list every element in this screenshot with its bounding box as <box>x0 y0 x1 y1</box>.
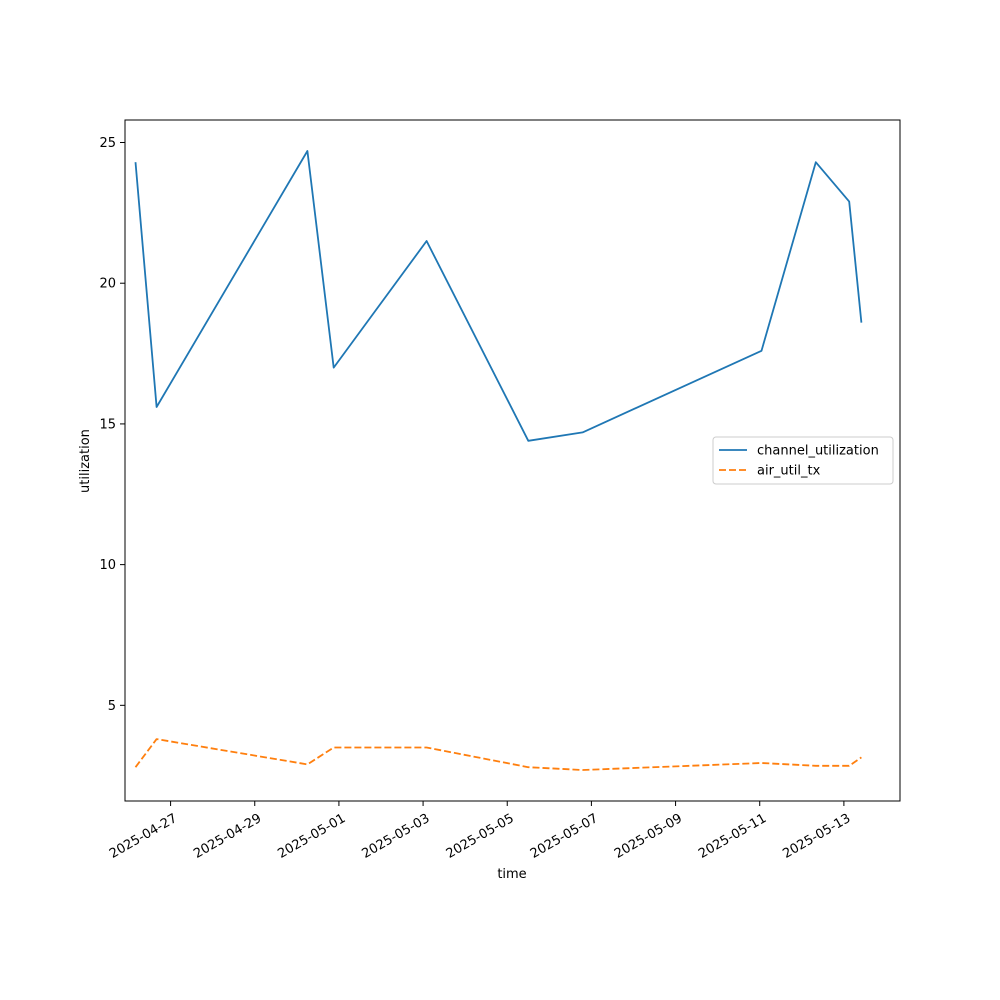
series-layer <box>134 150 863 771</box>
y-tick-label: 15 <box>99 417 116 432</box>
x-tick-label: 2025-05-11 <box>696 811 769 862</box>
legend-label-channel_utilization: channel_utilization <box>757 444 879 459</box>
x-tick-label: 2025-05-05 <box>444 811 517 862</box>
legend: channel_utilization air_util_tx <box>712 436 894 485</box>
y-tick-label: 25 <box>99 136 116 151</box>
x-tick-label: 2025-05-07 <box>528 811 601 862</box>
y-tick-label: 10 <box>99 558 116 573</box>
x-axis-title: time <box>497 867 526 882</box>
x-tick-label: 2025-04-27 <box>107 811 180 862</box>
y-axis-title: utilization <box>78 429 93 493</box>
x-tick-label: 2025-05-01 <box>275 811 348 862</box>
x-tick-label: 2025-05-09 <box>612 811 685 862</box>
legend-box <box>712 436 894 485</box>
x-tick-label: 2025-05-03 <box>360 811 433 862</box>
plot-frame <box>124 119 901 802</box>
y-axis: 5 10 15 20 25 <box>99 136 125 714</box>
x-axis: 2025-04-27 2025-04-29 2025-05-01 2025-05-03… <box>107 801 853 862</box>
legend-label-air_util_tx: air_util_tx <box>757 464 821 479</box>
x-tick-label: 2025-05-13 <box>780 811 853 862</box>
y-tick-label: 20 <box>99 277 116 292</box>
y-tick-label: 5 <box>108 699 116 714</box>
x-tick-label: 2025-04-29 <box>191 811 264 862</box>
